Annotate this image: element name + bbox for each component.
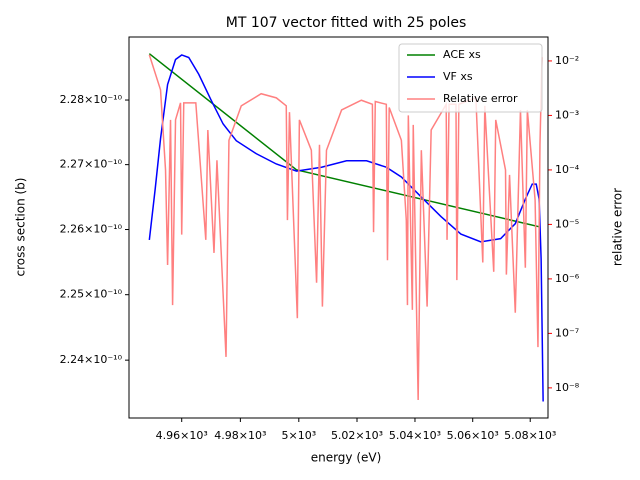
legend-label: ACE xs <box>443 48 481 61</box>
y2-tick-label: 10⁻⁶ <box>555 272 580 285</box>
series-line <box>148 54 543 400</box>
x-tick-label: 5×10³ <box>281 429 316 442</box>
axes-frame <box>128 36 549 419</box>
y-tick-label: 2.25×10⁻¹⁰ <box>60 288 123 301</box>
x-tick-label: 4.98×10³ <box>214 429 266 442</box>
y-tick-label: 2.26×10⁻¹⁰ <box>60 223 123 236</box>
legend-label: Relative error <box>443 92 518 105</box>
y2-tick-label: 10⁻⁴ <box>555 163 580 176</box>
y-tick-label: 2.28×10⁻¹⁰ <box>60 93 123 106</box>
chart-title: MT 107 vector fitted with 25 poles <box>226 15 467 31</box>
x-tick-label: 5.08×10³ <box>504 429 556 442</box>
legend-box <box>398 43 543 113</box>
x-tick-label: 5.02×10³ <box>331 429 383 442</box>
y2-tick-label: 10⁻² <box>555 54 579 67</box>
legend-label: VF xs <box>443 70 473 83</box>
x-tick-label: 4.96×10³ <box>156 429 208 442</box>
y2-tick-label: 10⁻⁵ <box>555 217 579 230</box>
x-tick-label: 5.06×10³ <box>447 429 499 442</box>
x-axis-label: energy (eV) <box>311 451 382 465</box>
y2-tick-label: 10⁻⁷ <box>555 326 579 339</box>
y-tick-label: 2.27×10⁻¹⁰ <box>60 158 123 171</box>
y-tick-label: 2.24×10⁻¹⁰ <box>60 353 123 366</box>
series-line <box>148 54 544 402</box>
y2-tick-label: 10⁻³ <box>555 108 579 121</box>
series-line <box>148 53 541 228</box>
x-tick-label: 5.04×10³ <box>389 429 441 442</box>
y2-tick-label: 10⁻⁸ <box>555 381 580 394</box>
y-axis-label: cross section (b) <box>14 178 28 277</box>
y2-axis-label: relative error <box>611 188 625 266</box>
